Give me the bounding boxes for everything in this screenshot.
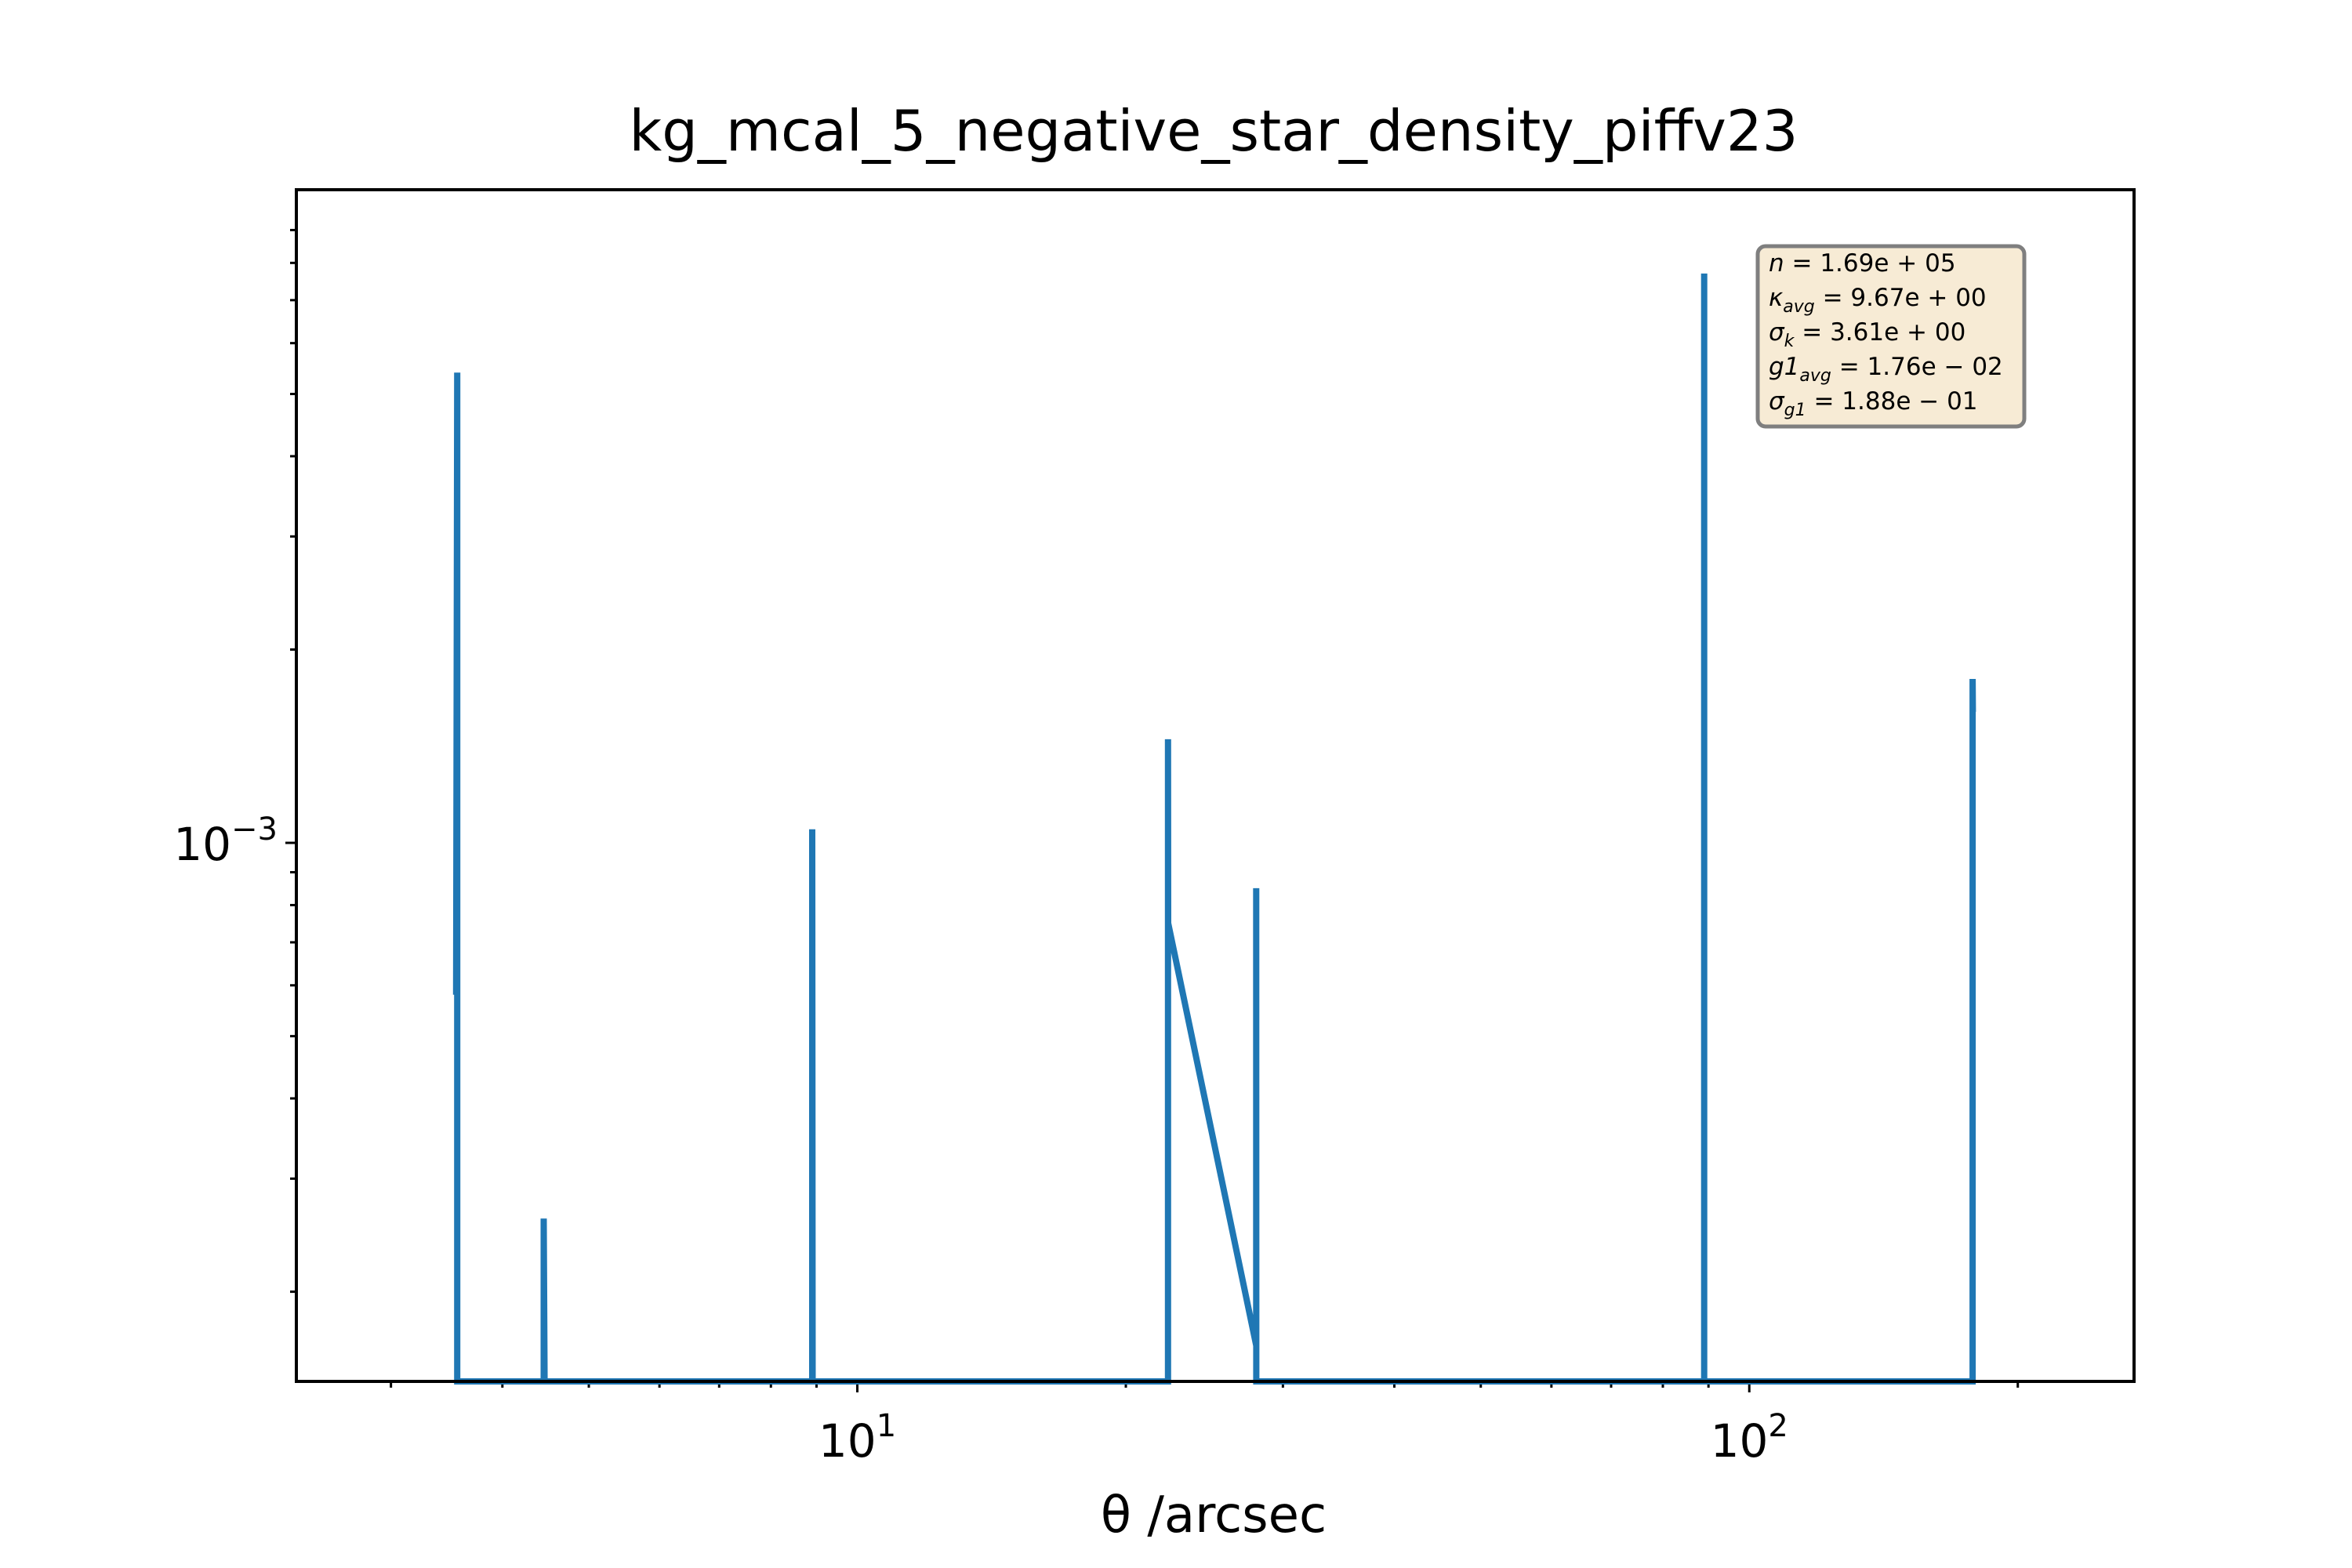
stats-line: κavg = 9.67e + 00 <box>1769 284 1987 317</box>
x-tick-label: 101 <box>818 1408 896 1468</box>
y-tick-label: 10−3 <box>173 811 278 871</box>
x-tick-label: 102 <box>1711 1408 1788 1468</box>
stats-box-background <box>1755 244 2027 429</box>
tick-labels: 101 102 10−3 <box>173 811 1788 1468</box>
stats-line: σk = 3.61e + 00 <box>1769 318 1965 351</box>
axes-frame <box>295 188 2136 1383</box>
stats-line: g1avg = 1.76e − 02 <box>1769 353 2003 386</box>
chart-title: kg_mcal_5_negative_star_density_piffv23 <box>630 98 1798 164</box>
stats-line: σg1 = 1.88e − 01 <box>1769 387 1978 420</box>
stats-line: n = 1.69e + 05 <box>1769 249 1956 278</box>
x-axis-label: θ /arcsec <box>1101 1486 1327 1544</box>
